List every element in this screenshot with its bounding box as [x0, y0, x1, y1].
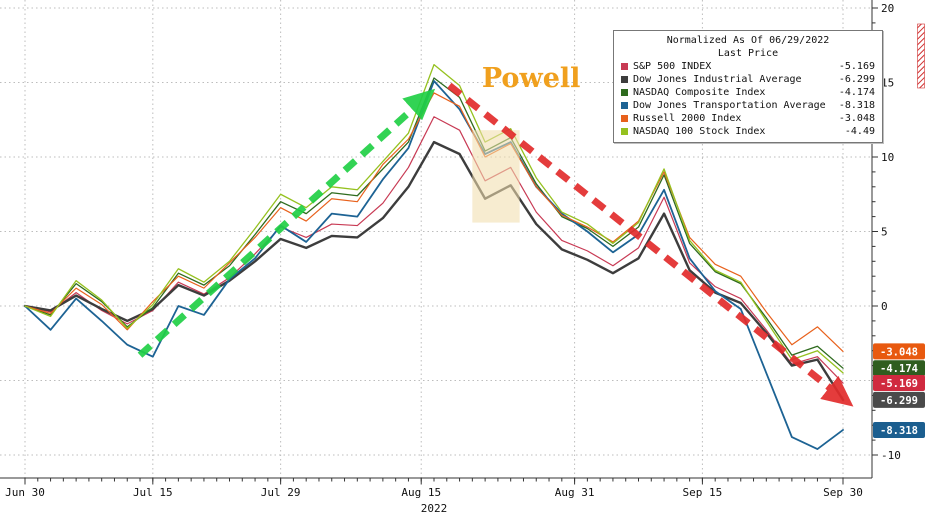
price-badge [873, 375, 925, 392]
legend-marker [621, 63, 628, 70]
legend-item: Dow Jones Transportation Average -8.318 [621, 99, 875, 112]
legend-series-value: -3.048 [838, 113, 875, 124]
powell-annotation: Powell [482, 63, 581, 94]
legend-series-value: -4.174 [838, 87, 875, 98]
x-axis-year-label: 2022 [421, 502, 448, 515]
series-line-1 [23, 140, 845, 402]
legend-series-value: -5.169 [838, 61, 875, 72]
y-tick-label: -10 [881, 449, 901, 462]
highlight-band [472, 130, 520, 223]
legend-marker [621, 89, 628, 96]
axis-range-indicator [917, 23, 925, 89]
legend-marker [621, 115, 628, 122]
legend-series-value: -4.49 [844, 126, 875, 137]
legend-series-name: Dow Jones Industrial Average [633, 74, 802, 85]
legend-series-name: NASDAQ Composite Index [633, 87, 766, 98]
price-badge [873, 421, 925, 438]
legend-marker [621, 128, 628, 135]
price-badge [873, 343, 925, 360]
trend-arrow-down [447, 82, 854, 407]
legend-item: S&P 500 INDEX -5.169 [621, 60, 875, 73]
price-badge-label: -6.299 [880, 395, 918, 407]
price-badge-label: -5.169 [880, 378, 918, 390]
y-tick-label: 5 [881, 226, 888, 239]
x-tick-label: Aug 15 [401, 486, 441, 499]
trend-arrow-up [137, 88, 436, 358]
legend-item: Dow Jones Industrial Average -6.299 [621, 73, 875, 86]
y-tick-label: 15 [881, 77, 894, 90]
series-line-5 [24, 63, 844, 374]
x-tick-label: Jul 15 [133, 486, 173, 499]
y-tick-label: 20 [881, 2, 894, 15]
legend-subtitle: Last Price [717, 48, 779, 59]
x-tick-label: Aug 31 [555, 486, 595, 499]
x-tick-label: Sep 15 [683, 486, 723, 499]
legend-items: S&P 500 INDEX -5.169 Dow Jones Industrial … [621, 60, 875, 138]
price-badge-label: -8.318 [880, 425, 918, 437]
y-tick-label: 0 [881, 300, 888, 313]
legend-item: NASDAQ Composite Index -4.174 [621, 86, 875, 99]
price-badge-label: -4.174 [880, 363, 918, 375]
x-tick-label: Jul 29 [261, 486, 301, 499]
legend-series-name: Dow Jones Transportation Average [633, 100, 826, 111]
legend-marker [621, 102, 628, 109]
legend-item: Russell 2000 Index -3.048 [621, 112, 875, 125]
y-tick-label: 10 [881, 151, 894, 164]
price-badge-label: -3.048 [880, 346, 918, 358]
legend-series-value: -8.318 [838, 100, 875, 111]
legend-series-name: Russell 2000 Index [633, 113, 742, 124]
price-badge [873, 360, 925, 377]
legend-title: Normalized As Of 06/29/2022 [666, 35, 830, 46]
price-badge [873, 391, 925, 408]
legend-series-name: S&P 500 INDEX [633, 61, 712, 72]
x-tick-label: Sep 30 [823, 486, 863, 499]
x-tick-label: Jun 30 [5, 486, 45, 499]
series-line-2 [24, 77, 844, 369]
legend-series-value: -6.299 [838, 74, 875, 85]
chart-legend: Normalized As Of 06/29/2022 Last Price S… [613, 30, 883, 143]
legend-marker [621, 76, 628, 83]
legend-item: NASDAQ 100 Stock Index -4.49 [621, 125, 875, 138]
legend-series-name: NASDAQ 100 Stock Index [633, 126, 766, 137]
